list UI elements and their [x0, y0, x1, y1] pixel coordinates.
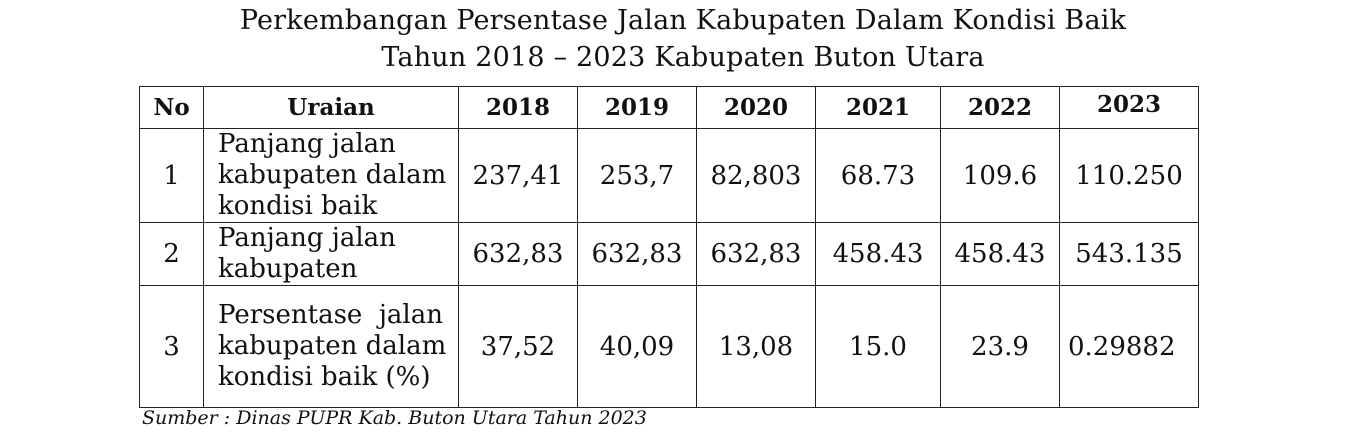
table-row: 2 Panjang jalan kabupaten 632,83 632,83 … — [139, 222, 1199, 286]
row-number: 1 — [139, 128, 204, 223]
row-number: 2 — [139, 222, 204, 286]
row-description: Persentase jalan kabupaten dalam kondisi… — [203, 285, 459, 408]
value-2018: 237,41 — [458, 128, 578, 223]
value-2020: 13,08 — [696, 285, 816, 408]
table-row: 1 Panjang jalan kabupaten dalam kondisi … — [139, 128, 1199, 223]
road-condition-table: No Uraian 2018 2019 2020 2021 2022 2023 … — [139, 86, 1199, 408]
header-2021: 2021 — [815, 86, 941, 129]
description-line: kabupaten dalam — [218, 160, 447, 190]
value-2019: 253,7 — [577, 128, 697, 223]
title-line-1: Perkembangan Persentase Jalan Kabupaten … — [239, 5, 1127, 36]
value-2018: 632,83 — [458, 222, 578, 286]
header-uraian: Uraian — [203, 86, 459, 129]
value-2021: 15.0 — [815, 285, 941, 408]
value-2020: 632,83 — [696, 222, 816, 286]
header-2022: 2022 — [940, 86, 1060, 129]
header-2023: 2023 — [1059, 86, 1199, 129]
document-title: Perkembangan Persentase Jalan Kabupaten … — [0, 2, 1349, 76]
description-line: Persentase jalan — [218, 300, 443, 330]
description-line: kondisi baik (%) — [218, 362, 431, 392]
source-note: Sumber : Dinas PUPR Kab. Buton Utara Tah… — [142, 407, 647, 429]
value-2022: 109.6 — [940, 128, 1060, 223]
description-line: kabupaten — [218, 254, 358, 284]
row-number: 3 — [139, 285, 204, 408]
row-description: Panjang jalan kabupaten dalam kondisi ba… — [203, 128, 459, 223]
table-header-row: No Uraian 2018 2019 2020 2021 2022 2023 — [139, 86, 1199, 129]
value-2023: 110.250 — [1059, 128, 1199, 223]
title-line-2: Tahun 2018 – 2023 Kabupaten Buton Utara — [381, 42, 985, 73]
value-2021: 458.43 — [815, 222, 941, 286]
value-2023: 543.135 — [1059, 222, 1199, 286]
value-2023: 0.29882 — [1059, 285, 1199, 408]
value-2022: 23.9 — [940, 285, 1060, 408]
value-2018: 37,52 — [458, 285, 578, 408]
header-no: No — [139, 86, 204, 129]
value-2022: 458.43 — [940, 222, 1060, 286]
description-line: kabupaten dalam — [218, 331, 447, 361]
header-2020: 2020 — [696, 86, 816, 129]
header-2018: 2018 — [458, 86, 578, 129]
value-2019: 632,83 — [577, 222, 697, 286]
header-2019: 2019 — [577, 86, 697, 129]
table-row: 3 Persentase jalan kabupaten dalam kondi… — [139, 285, 1199, 408]
value-2021: 68.73 — [815, 128, 941, 223]
value-2019: 40,09 — [577, 285, 697, 408]
row-description: Panjang jalan kabupaten — [203, 222, 459, 286]
description-line: Panjang jalan — [218, 223, 396, 253]
description-line: Panjang jalan — [218, 129, 396, 159]
description-line: kondisi baik — [218, 191, 378, 221]
value-2020: 82,803 — [696, 128, 816, 223]
